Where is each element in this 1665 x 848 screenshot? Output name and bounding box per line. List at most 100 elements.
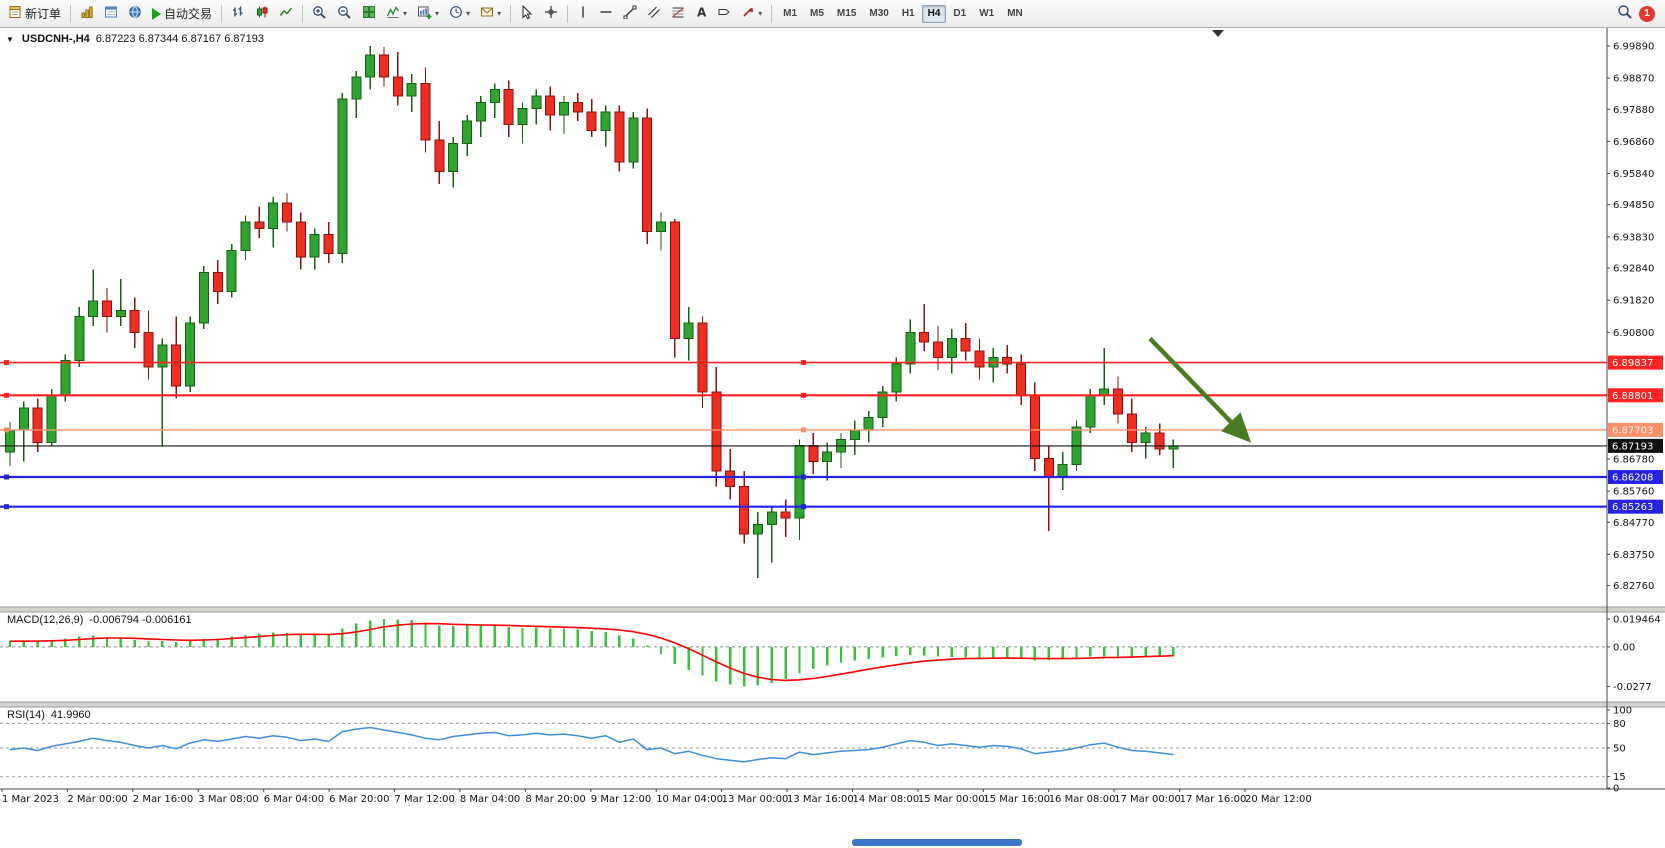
chart-ohlc-values: 6.87223 6.87344 6.87167 6.87193 [95,33,264,45]
timeframe-h4-button[interactable]: H4 [921,4,947,23]
chart-shift-marker[interactable] [1212,30,1224,37]
chart-canvas[interactable]: 6.99890 6.98870 6.97880 6.96860 6.95840 6.948… [0,28,1665,848]
new-chart-icon [417,5,432,23]
line-handle[interactable] [801,360,806,366]
candle-body [1126,413,1137,444]
timeframe-m30-button[interactable]: M30 [863,5,894,23]
fibonacci-tool-button[interactable] [667,3,689,25]
timeframe-m5-button[interactable]: M5 [804,5,830,23]
timeframe-w1-button[interactable]: W1 [973,5,1000,23]
cursor-button[interactable] [516,3,538,25]
notification-badge[interactable]: 1 [1639,5,1655,22]
auto-trading-play-icon [152,7,162,20]
price-axis-tick: 6.86780 [1613,454,1654,465]
mql-community-button[interactable] [124,3,146,25]
candle-body [392,76,403,97]
chevron-down-icon: ▾ [497,8,502,18]
cursor-arrow-icon [520,4,534,22]
market-watch-button[interactable] [76,3,98,25]
candle-body [822,451,833,462]
chart-header: ▼ USDCNH-,H4 6.87223 6.87344 6.87167 6.8… [6,33,264,45]
horizontal-scrollbar-thumb[interactable] [852,839,1022,846]
candle-body [669,221,680,340]
candle-body [932,341,943,359]
rsi-axis-tick: 100 [1613,706,1632,717]
price-tag-label: 6.88801 [1612,391,1653,402]
rsi-name: RSI(14) [7,709,45,721]
chart-menu-icon[interactable]: ▼ [6,34,14,44]
time-axis-label: 8 Mar 20:00 [525,794,585,805]
candle-body [254,221,265,229]
rsi-axis-tick: 50 [1613,744,1626,755]
auto-trading-button[interactable]: 自动交易 [148,3,216,25]
line-handle[interactable] [4,392,9,398]
time-axis-label: 15 Mar 00:00 [918,794,985,805]
macd-histogram [8,619,1175,687]
line-handle[interactable] [4,474,9,480]
price-tag-label: 6.87703 [1612,425,1653,436]
line-chart-type-button[interactable] [275,3,297,25]
candle-body [974,350,985,368]
bar-chart-type-button[interactable] [227,3,249,25]
tile-windows-icon [362,5,376,22]
crosshair-button[interactable] [540,3,562,25]
timeframe-d1-button[interactable]: D1 [947,5,972,23]
text-tool-button[interactable]: A [691,3,711,25]
candle-body [752,524,763,535]
line-handle[interactable] [4,360,9,366]
timeframe-m1-button[interactable]: M1 [777,5,803,23]
price-tag-label: 6.89837 [1612,358,1653,369]
shapes-tool-button[interactable]: ▾ [737,3,766,25]
price-axis-tick: 6.99890 [1613,42,1654,53]
candle-body [711,391,722,472]
candlestick-icon [255,5,269,22]
label-tool-button[interactable] [713,3,735,25]
pane-splitter[interactable] [0,702,1665,707]
fibonacci-icon [671,5,685,22]
pane-splitter[interactable] [0,607,1665,612]
line-handle[interactable] [4,504,9,510]
macd-axis-tick: -0.0277 [1613,682,1652,693]
line-handle[interactable] [801,504,806,510]
data-window-button[interactable] [100,3,122,25]
tile-windows-button[interactable] [358,3,380,25]
search-button[interactable] [1613,3,1637,25]
candle-body [212,272,223,292]
timeframe-h1-button[interactable]: H1 [896,5,921,23]
trendline-tool-button[interactable] [619,3,641,25]
line-handle[interactable] [801,427,806,433]
indicators-button[interactable]: ▾ [382,3,411,25]
zoom-out-button[interactable] [333,3,356,25]
candle-body [282,202,292,223]
timeframe-mn-button[interactable]: MN [1001,5,1029,23]
candle-chart-type-button[interactable] [251,3,273,25]
candle-body [877,391,888,418]
vertical-line-tool-button[interactable] [573,3,593,25]
new-chart-button[interactable]: ▾ [413,3,443,25]
horizontal-line-icon [599,5,613,22]
arrow-shape-icon [741,5,755,22]
trend-arrow-annotation[interactable] [1148,337,1252,443]
price-line-tag [1608,388,1663,403]
price-tag-label: 6.86208 [1612,473,1653,484]
line-handle[interactable] [4,427,9,433]
new-order-button[interactable]: 新订单 [4,3,65,25]
candle-body [171,344,182,387]
channel-tool-button[interactable] [643,3,665,25]
price-axis-tick: 6.90800 [1613,328,1654,339]
line-handle[interactable] [801,474,806,480]
price-tag-label: 6.87193 [1612,441,1653,452]
candle-body [919,331,930,343]
timeframe-m15-button[interactable]: M15 [831,5,862,23]
zoom-in-button[interactable] [308,3,331,25]
toolbar-divider [302,4,304,23]
candle-body [129,309,140,333]
line-handle[interactable] [801,392,806,398]
price-axis-tick: 6.82760 [1613,581,1654,592]
candle-body [46,394,57,444]
candle-body [88,300,99,318]
vertical-line-icon [577,5,589,22]
horizontal-line-tool-button[interactable] [595,3,617,25]
periods-button[interactable]: ▾ [445,3,474,25]
templates-button[interactable]: ▾ [476,3,505,25]
